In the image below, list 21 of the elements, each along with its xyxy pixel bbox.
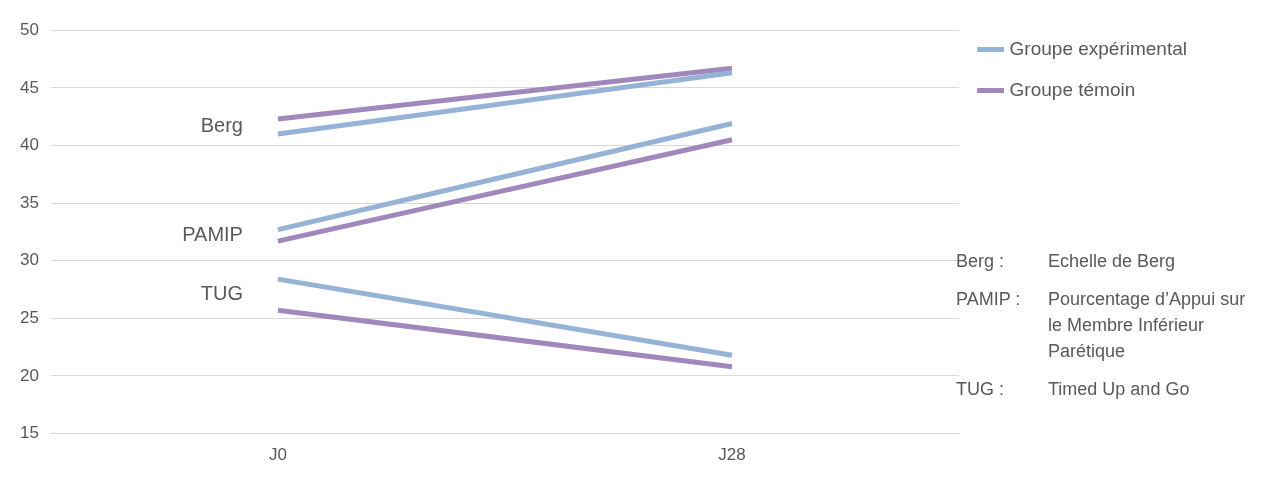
y-tick-label: 50	[19, 19, 39, 39]
annotation: TUG :	[956, 378, 1005, 401]
annotation: Berg :	[956, 250, 1006, 273]
annotation: PAMIP :	[956, 288, 1022, 311]
legend-label: Groupe témoin	[1009, 78, 1136, 100]
text: Echelle de Berg	[1048, 250, 1177, 273]
annotation: TUG	[200, 282, 243, 305]
text: Timed Up and Go	[1048, 378, 1191, 401]
annotation: Berg	[200, 113, 243, 136]
text: Pourcentage d’Appui sur le Membre Inférieur Parétique	[1048, 288, 1247, 363]
y-tick-label: 25	[19, 308, 39, 328]
y-tick-label: 45	[19, 77, 39, 97]
y-tick-label: 40	[19, 135, 39, 155]
x-tick-label: J0	[268, 445, 287, 465]
y-tick-label: 20	[19, 365, 39, 385]
annotation: PAMIP	[182, 222, 243, 245]
y-tick-label: 35	[19, 192, 39, 212]
x-tick-label: J28	[718, 445, 746, 465]
y-tick-label: 30	[19, 250, 39, 270]
legend-label: Groupe expérimental	[1009, 37, 1188, 59]
y-tick-label: 15	[19, 423, 39, 443]
